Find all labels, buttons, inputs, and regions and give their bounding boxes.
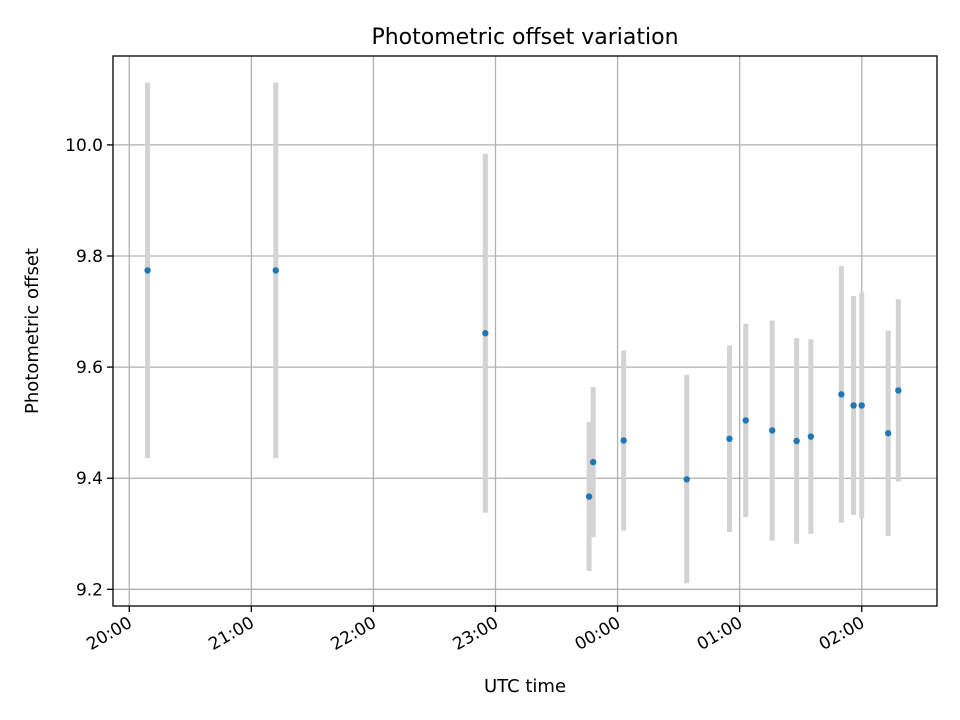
y-tick-label: 9.2 — [76, 580, 103, 600]
y-axis-label: Photometric offset — [22, 248, 43, 414]
data-point — [793, 437, 800, 445]
data-point — [683, 476, 690, 483]
data-point — [272, 267, 279, 274]
data-point — [895, 387, 902, 394]
y-tick-label: 10.0 — [65, 136, 103, 156]
x-tick-label: 21:00 — [205, 613, 257, 655]
chart-title: Photometric offset variation — [371, 25, 678, 50]
data-point — [144, 267, 151, 274]
error-bars — [145, 82, 901, 584]
y-axis-ticks: 9.2 9.4 9.6 9.8 10.0 — [65, 136, 113, 600]
data-point — [726, 435, 733, 442]
y-tick-label: 9.8 — [76, 247, 103, 267]
data-point — [850, 402, 857, 409]
data-point — [807, 433, 815, 440]
data-point — [769, 427, 776, 434]
x-axis-ticks: 20:00 21:00 22:00 23:00 00:00 01:00 02:00 — [83, 606, 868, 655]
data-point — [482, 330, 489, 337]
data-point — [585, 493, 593, 500]
data-point — [589, 458, 597, 466]
x-tick-label: 22:00 — [327, 613, 379, 655]
y-tick-label: 9.4 — [76, 469, 103, 489]
grid-lines — [113, 56, 937, 606]
x-axis-label: UTC time — [484, 676, 566, 697]
x-tick-label: 23:00 — [450, 613, 502, 655]
x-tick-label: 00:00 — [572, 613, 624, 655]
data-point — [838, 391, 845, 398]
x-tick-label: 20:00 — [83, 613, 135, 655]
data-point — [620, 437, 627, 444]
data-point — [742, 417, 749, 424]
y-tick-label: 9.6 — [76, 358, 103, 378]
data-point — [884, 430, 892, 437]
data-point — [858, 402, 865, 409]
x-tick-label: 01:00 — [694, 613, 746, 655]
x-tick-label: 02:00 — [816, 613, 868, 655]
plot-frame — [112, 55, 938, 607]
data-points — [144, 267, 902, 500]
